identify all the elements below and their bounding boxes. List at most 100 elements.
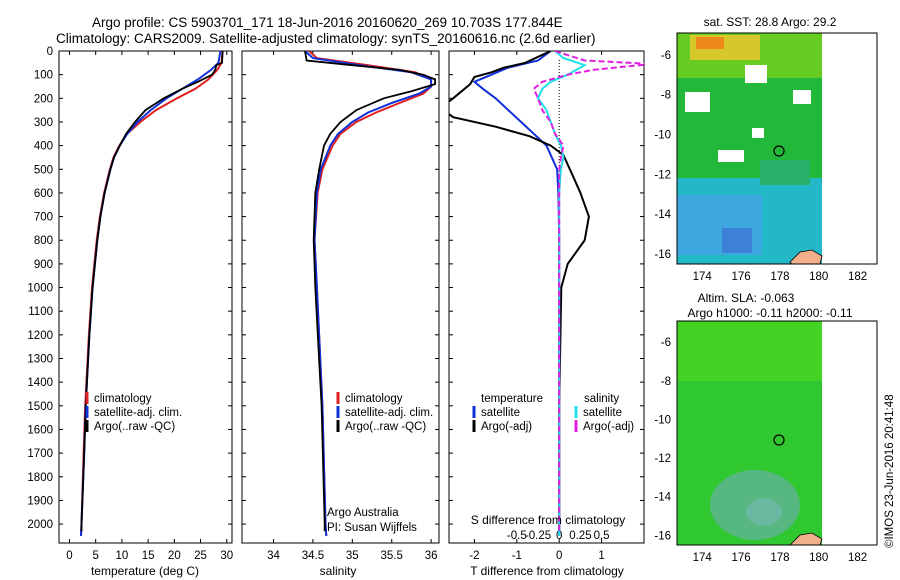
sst-missing-1 — [685, 92, 710, 112]
depth-tick-label: 1800 — [27, 472, 53, 484]
map-x-tick-label: 180 — [809, 271, 828, 283]
depth-tick-label: 1000 — [27, 283, 53, 295]
s-difference-axis-label: S difference from climatology — [471, 513, 626, 527]
map-y-tick-label: -14 — [654, 492, 671, 504]
sst-mid-patch — [760, 160, 810, 185]
sla-land-fiji — [789, 532, 823, 545]
map-x-tick-label: 180 — [809, 552, 828, 564]
sla-map-title: Altim. SLA: -0.063 — [698, 291, 795, 305]
sst-missing-3 — [793, 90, 811, 104]
x-tick-label: -1 — [512, 550, 522, 562]
x-tick-label: 0 — [556, 550, 562, 562]
legend-title-salinity: salinity — [584, 393, 619, 405]
s-diff-tick-label: -0.25 — [525, 530, 551, 542]
map-y-tick-label: -12 — [654, 453, 671, 465]
legend-label-argo: Argo(..raw -QC) — [94, 421, 175, 433]
difference-panel-frame — [448, 50, 645, 544]
depth-tick-label: 700 — [34, 212, 53, 224]
x-tick-label: 30 — [220, 550, 233, 562]
legend-title-temperature: temperature — [481, 393, 543, 405]
map-y-tick-label: -14 — [654, 209, 671, 221]
map-x-tick-label: 174 — [693, 552, 713, 564]
s-diff-tick-label: 0.5 — [594, 530, 610, 542]
t-difference-axis-label: T difference from climatology — [470, 564, 624, 578]
map-y-tick-label: -6 — [661, 337, 671, 349]
axis-ticks: 0100200300400500600700800900100011001200… — [27, 46, 867, 564]
depth-tick-label: 500 — [34, 164, 53, 176]
depth-tick-label: 2000 — [27, 519, 53, 531]
s-diff-tick-label: 0 — [556, 530, 562, 542]
x-tick-label: 1 — [598, 550, 604, 562]
x-tick-label: 34 — [267, 550, 280, 562]
temperature-panel-frame — [58, 50, 233, 544]
map-y-tick-label: -12 — [654, 169, 671, 181]
salinity-profile-lines — [304, 51, 437, 536]
depth-tick-label: 100 — [34, 70, 53, 82]
depth-tick-label: 1500 — [27, 401, 53, 413]
difference-series-temperature-argo-adj- — [449, 51, 590, 532]
temperature-axis-label: temperature (deg C) — [91, 564, 199, 578]
x-tick-label: 34.5 — [302, 550, 324, 562]
map-y-tick-label: -10 — [654, 414, 671, 426]
depth-tick-label: 600 — [34, 188, 53, 200]
x-tick-label: 35.5 — [381, 550, 403, 562]
sla-profile-marker — [773, 434, 785, 446]
legend-label-climatology: climatology — [345, 393, 403, 405]
salinity-axis-label: salinity — [320, 564, 357, 578]
x-tick-label: 20 — [168, 550, 181, 562]
sst-missing-2 — [745, 65, 767, 83]
credit-pi: PI: Susan Wijffels — [327, 522, 417, 534]
sla-upper-band — [677, 321, 822, 381]
x-tick-label: 0 — [66, 550, 72, 562]
salinity-legend: climatology satellite-adj. clim. Argo(..… — [327, 392, 433, 534]
imos-credit: ©IMOS 23-Jun-2016 20:41:48 — [884, 394, 896, 548]
sst-map-frame — [676, 32, 878, 265]
depth-tick-label: 1900 — [27, 495, 53, 507]
depth-tick-label: 800 — [34, 235, 53, 247]
header-line1: Argo profile: CS 5903701_171 18-Jun-2016… — [92, 15, 563, 30]
depth-tick-label: 1400 — [27, 377, 53, 389]
sla-low-anomaly-core — [746, 498, 782, 526]
map-y-tick-label: -8 — [661, 376, 671, 388]
depth-tick-label: 900 — [34, 259, 53, 271]
sst-hot-patch — [696, 37, 724, 49]
sla-no-data — [822, 321, 877, 545]
sst-no-data — [822, 33, 877, 264]
legend-label-argo: Argo(..raw -QC) — [345, 421, 426, 433]
depth-tick-label: 1200 — [27, 330, 53, 342]
map-x-tick-label: 178 — [770, 552, 789, 564]
depth-tick-label: 1700 — [27, 448, 53, 460]
legend-label-climatology: climatology — [94, 393, 152, 405]
map-y-tick-label: -8 — [661, 90, 671, 102]
x-tick-label: 10 — [116, 550, 129, 562]
sst-missing-5 — [752, 128, 764, 138]
map-x-tick-label: 176 — [731, 271, 750, 283]
legend-label-sal-satellite: satellite — [583, 407, 622, 419]
map-x-tick-label: 182 — [848, 552, 867, 564]
x-tick-label: 35 — [346, 550, 359, 562]
sla-map — [677, 321, 877, 545]
map-x-tick-label: 176 — [731, 552, 750, 564]
difference-profile-lines — [449, 51, 644, 536]
sst-land-fiji — [789, 249, 823, 264]
temperature-profile-lines — [80, 51, 224, 536]
temperature-series-climatology — [80, 51, 224, 536]
sst-missing-4 — [718, 150, 744, 162]
difference-series-salinity-argo-adj- — [532, 51, 644, 532]
legend-label-sal-argo: Argo(-adj) — [583, 421, 634, 433]
s-diff-tick-label: 0.25 — [569, 530, 591, 542]
x-tick-label: 15 — [142, 550, 155, 562]
sst-map-title: sat. SST: 28.8 Argo: 29.2 — [704, 15, 837, 29]
x-tick-label: 25 — [194, 550, 207, 562]
salinity-panel-frame — [241, 50, 440, 544]
legend-label-satellite: satellite-adj. clim. — [345, 407, 433, 419]
map-y-tick-label: -16 — [654, 249, 671, 261]
sla-map-subtitle: Argo h1000: -0.11 h2000: -0.11 — [687, 306, 852, 320]
map-y-tick-label: -16 — [654, 530, 671, 542]
temperature-series-satellite-adj-clim- — [80, 51, 222, 536]
map-x-tick-label: 178 — [770, 271, 789, 283]
map-y-tick-label: -6 — [661, 50, 671, 62]
map-x-tick-label: 182 — [848, 271, 867, 283]
temperature-series-argo-raw-qc- — [80, 51, 224, 532]
salinity-series-argo-raw-qc- — [304, 51, 437, 532]
